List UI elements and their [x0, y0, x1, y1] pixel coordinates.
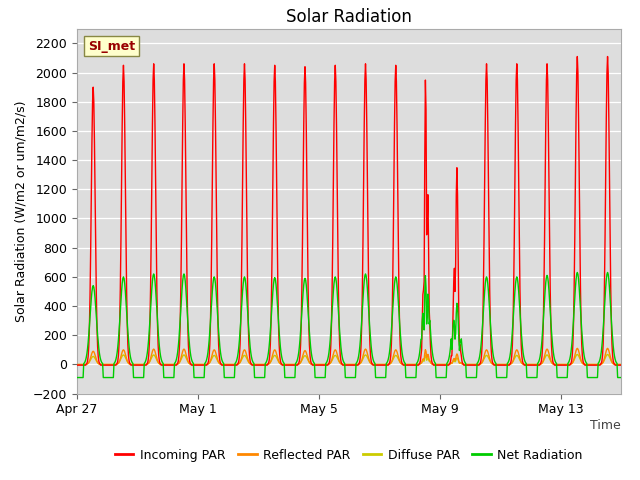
- Text: Time: Time: [590, 419, 621, 432]
- Y-axis label: Solar Radiation (W/m2 or um/m2/s): Solar Radiation (W/m2 or um/m2/s): [14, 100, 27, 322]
- Text: SI_met: SI_met: [88, 40, 135, 53]
- Legend: Incoming PAR, Reflected PAR, Diffuse PAR, Net Radiation: Incoming PAR, Reflected PAR, Diffuse PAR…: [109, 444, 588, 467]
- Title: Solar Radiation: Solar Radiation: [286, 8, 412, 26]
